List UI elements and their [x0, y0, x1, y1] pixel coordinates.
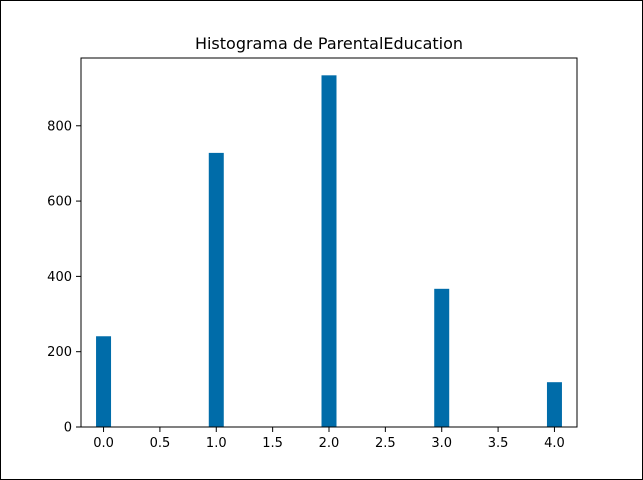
- histogram-bar-1: [208, 152, 224, 427]
- x-tick-label: 3.0: [431, 436, 452, 451]
- x-tick-label: 0.0: [93, 436, 114, 451]
- x-tick-label: 2.5: [375, 436, 396, 451]
- x-tick-label: 1.0: [206, 436, 227, 451]
- x-tick-label: 0.5: [150, 436, 171, 451]
- chart-title: Histograma de ParentalEducation: [195, 34, 463, 53]
- y-axis: 0 200 400 600 800: [47, 119, 81, 436]
- histogram-bar-2: [321, 75, 337, 428]
- y-tick-label: 600: [47, 195, 72, 210]
- y-tick-label: 0: [64, 421, 72, 436]
- x-tick-label: 3.5: [488, 436, 509, 451]
- histogram-bar-3: [434, 288, 450, 427]
- y-tick-label: 200: [47, 345, 72, 360]
- histogram-bar-0: [96, 336, 112, 427]
- x-axis: 0.0 0.5 1.0 1.5 2.0 2.5 3.0 3.5 4.0: [93, 427, 565, 451]
- y-tick-label: 400: [47, 270, 72, 285]
- histogram-bar-4: [546, 382, 562, 427]
- plot-area-border: [80, 57, 578, 428]
- bars-group: [96, 75, 562, 428]
- x-tick-label: 2.0: [319, 436, 340, 451]
- x-tick-label: 1.5: [262, 436, 283, 451]
- x-tick-label: 4.0: [544, 436, 565, 451]
- y-tick-label: 800: [47, 119, 72, 134]
